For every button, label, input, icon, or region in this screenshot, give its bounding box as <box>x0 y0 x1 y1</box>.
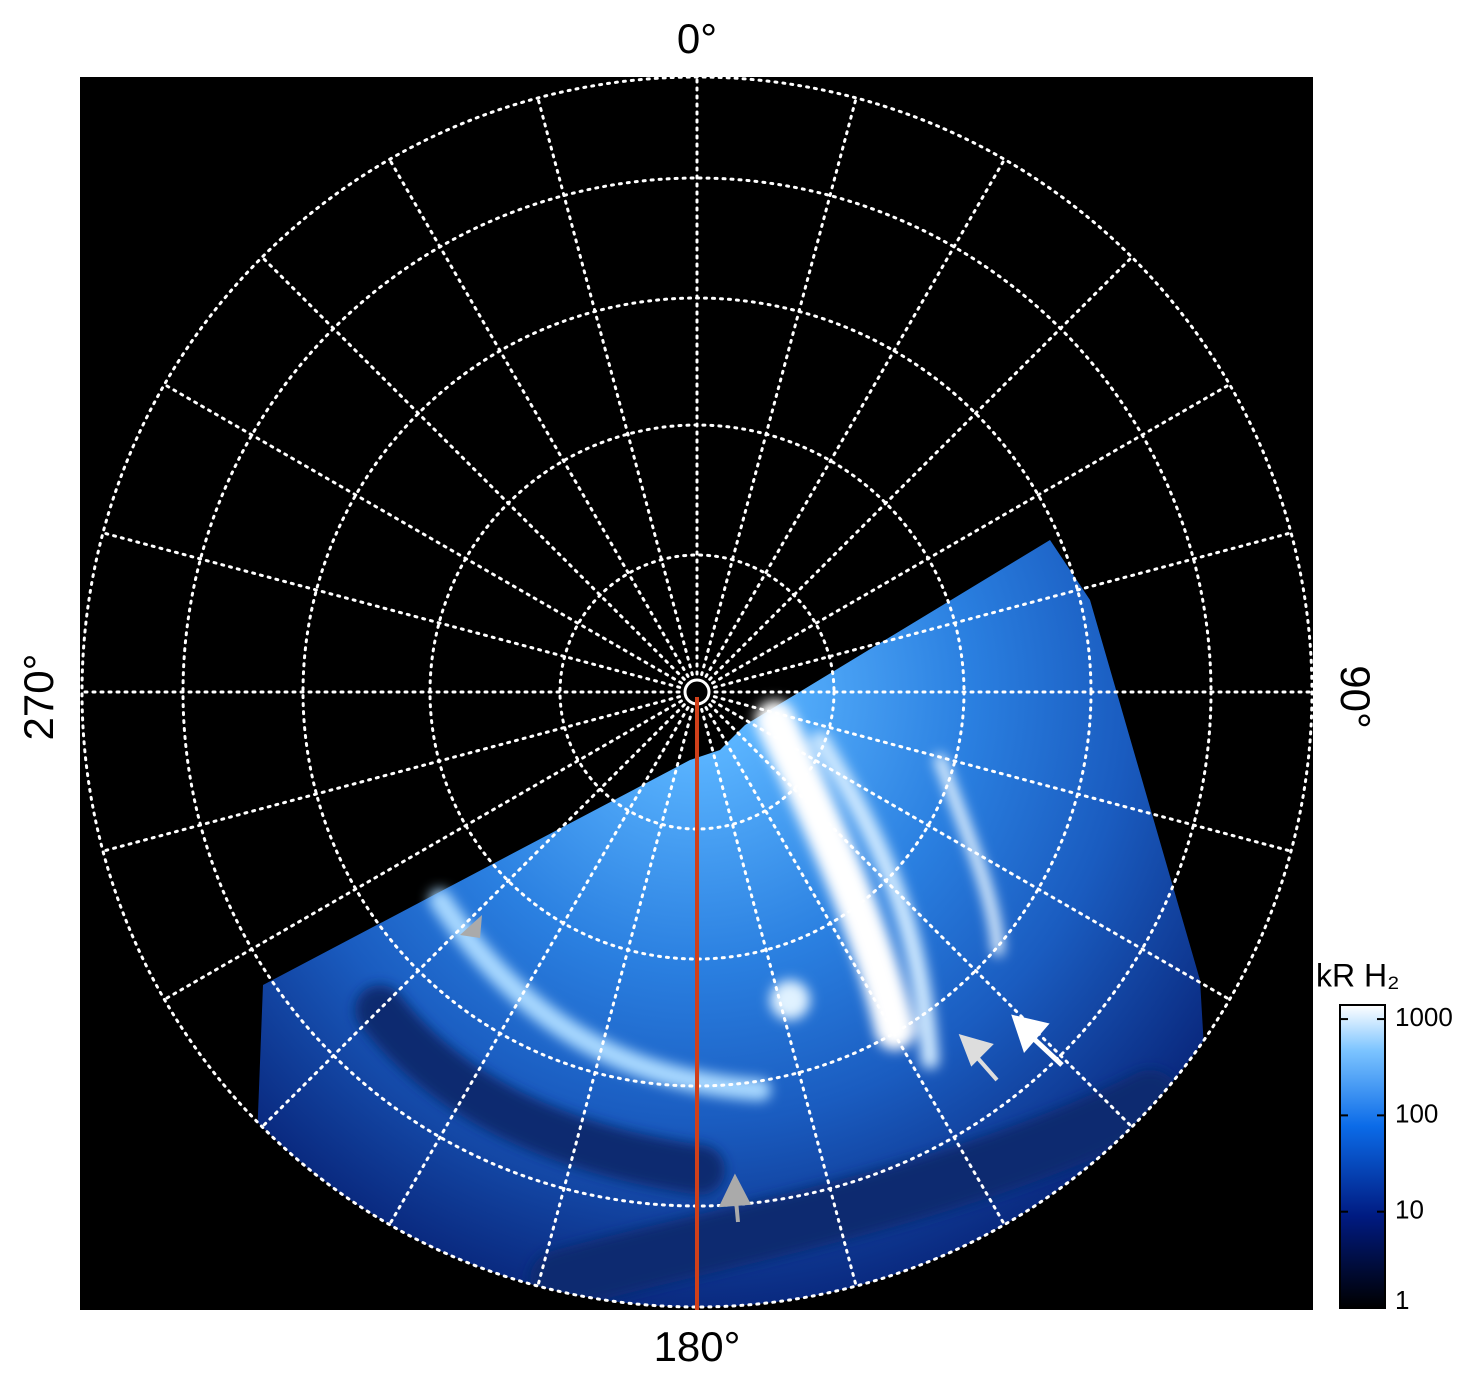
meridian-grid <box>700 707 858 1288</box>
meridian-grid <box>712 531 1293 689</box>
colorbar-ticks: 1 10 100 1000 <box>1340 1002 1453 1315</box>
meridian-grid <box>708 255 1134 681</box>
colorbar-tick-label: 1 <box>1395 1285 1409 1315</box>
meridian-grid <box>704 157 1006 678</box>
latitude-ring <box>80 75 1314 1309</box>
meridian-grid <box>704 706 1006 1227</box>
colorbar-tick-label: 100 <box>1395 1098 1438 1128</box>
aurora-image <box>250 540 1220 1307</box>
meridian-grid <box>712 695 1293 853</box>
meridian-grid <box>708 703 1134 1129</box>
meridian-grid <box>536 707 694 1288</box>
meridian-grid <box>101 695 682 853</box>
meridian-grid <box>101 531 682 689</box>
angle-label: 90° <box>1332 665 1379 729</box>
arrows <box>460 915 1064 1223</box>
angle-label: 0° <box>677 15 717 62</box>
angle-label: 270° <box>15 654 62 741</box>
meridian-grid <box>260 703 686 1129</box>
colorbar <box>1339 1004 1386 1309</box>
meridian-grid <box>536 96 694 677</box>
meridian-grid <box>700 96 858 677</box>
meridian-grid <box>260 255 686 681</box>
colorbar-label: kR H₂ <box>1316 957 1400 993</box>
meridian-grid <box>711 383 1232 685</box>
meridian-grid <box>388 706 690 1227</box>
meridian-grid <box>711 699 1232 1001</box>
meridian-grid <box>162 383 683 685</box>
meridian-grid <box>388 157 690 678</box>
angle-label: 180° <box>654 1323 741 1370</box>
colorbar-tick-label: 1000 <box>1395 1002 1453 1032</box>
colorbar-tick-label: 10 <box>1395 1195 1424 1225</box>
meridian-grid <box>162 699 683 1001</box>
